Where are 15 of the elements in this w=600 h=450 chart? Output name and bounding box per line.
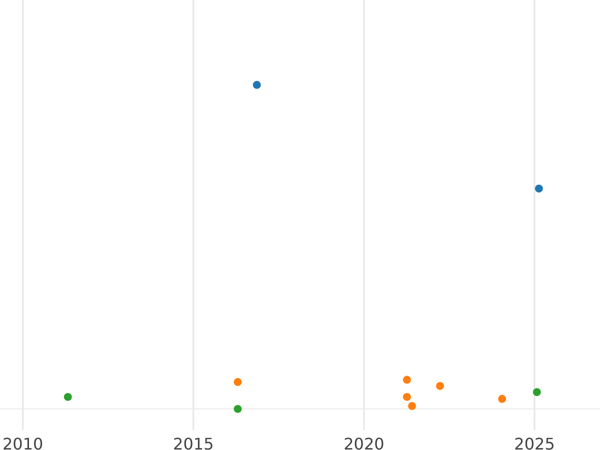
point — [436, 382, 444, 390]
point — [402, 392, 411, 401]
point — [234, 404, 242, 413]
point — [64, 392, 72, 401]
x-tick-label: 2020 — [344, 434, 384, 450]
x-tick-label: 2025 — [514, 434, 555, 450]
x-tick-label: 2010 — [2, 434, 44, 450]
point — [498, 394, 506, 403]
x-tick-label: 2015 — [173, 434, 214, 450]
point — [408, 402, 416, 410]
point — [252, 80, 261, 89]
point — [532, 388, 541, 396]
point — [534, 184, 543, 193]
point — [402, 376, 411, 384]
point — [234, 378, 242, 386]
